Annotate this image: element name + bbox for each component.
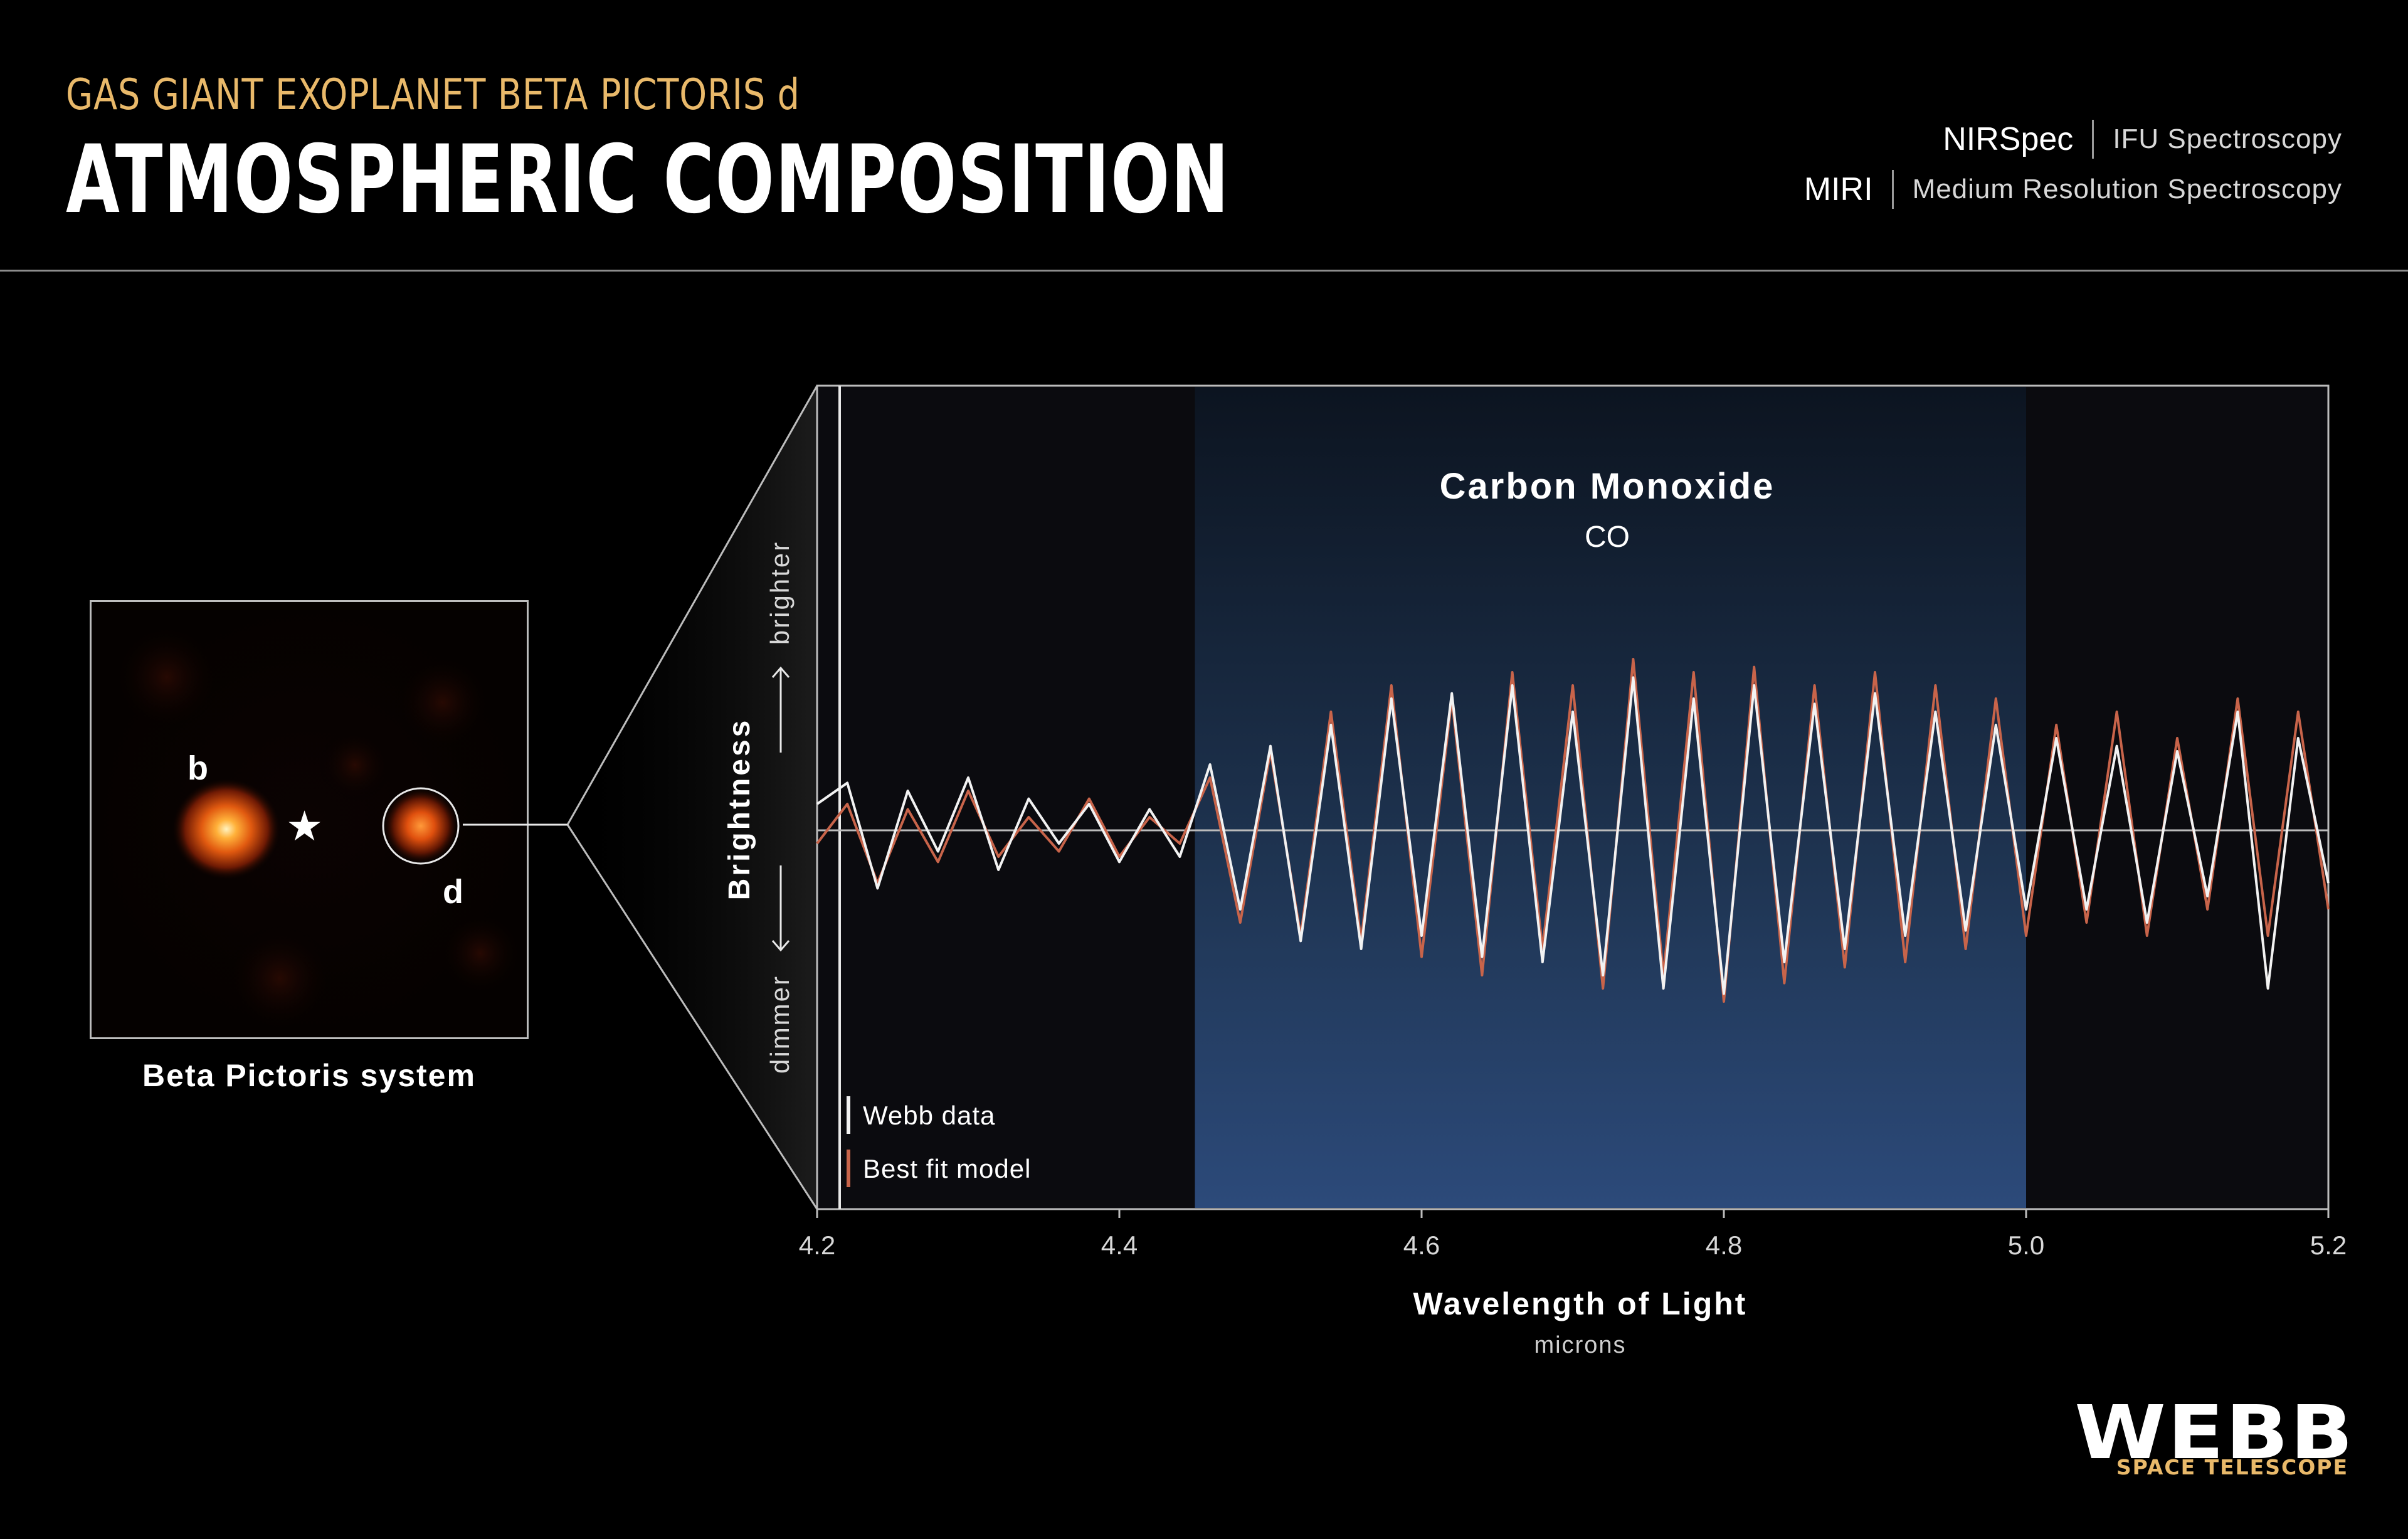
y-axis-label-group: Brightness [723, 718, 756, 901]
webb-logo: WEBB [2074, 1389, 2355, 1476]
instrument-name: NIRSpec [1943, 121, 2074, 157]
x-tick-label: 4.6 [1403, 1230, 1440, 1260]
legend-label-webb: Webb data [863, 1101, 995, 1130]
instrument-name: MIRI [1803, 171, 1873, 208]
x-axis-label: Wavelength of Light [1413, 1286, 1748, 1321]
zoom-cone [568, 386, 817, 1209]
instrument-mode: IFU Spectroscopy [2113, 124, 2342, 154]
planet-d-glow [382, 787, 460, 865]
y-low-label-group: dimmer [765, 975, 795, 1074]
band-subtitle: CO [1585, 521, 1630, 554]
series-group [816, 658, 2330, 1003]
y-high-label-group: brighter [765, 541, 795, 645]
planet-b-glow [171, 778, 282, 881]
instrument-mode: Medium Resolution Spectroscopy [1912, 174, 2342, 204]
star-icon: ★ [286, 803, 323, 849]
planet-d-label: d [443, 873, 463, 911]
x-tick-label: 5.0 [2008, 1230, 2044, 1260]
y-arrows [771, 666, 790, 952]
planet-b-label: b [187, 749, 208, 787]
instrument-row-miri: MIRI Medium Resolution Spectroscopy [1804, 167, 2342, 211]
zoom-line-bottom [566, 824, 818, 1210]
y-low-label: dimmer [765, 975, 795, 1074]
figure-title: ATMOSPHERIC COMPOSITION [66, 125, 1230, 235]
header-divider [0, 270, 2408, 272]
legend-swatch-model [847, 1150, 850, 1187]
planet-d-marker [382, 787, 460, 865]
legend-swatch-webb [847, 1096, 850, 1134]
arrow-up-head-icon [771, 666, 790, 678]
y-high-label: brighter [765, 541, 795, 645]
beta-pictoris-image: b ★ d [90, 600, 529, 1039]
webb-logo-subtitle: SPACE TELESCOPE [2116, 1455, 2348, 1479]
band-title: Carbon Monoxide [1440, 466, 1775, 507]
x-tick-group: 4.2 4.4 4.6 4.8 5.0 5.2 [799, 1209, 2347, 1260]
series-webb-data [816, 676, 2330, 995]
x-tick-label: 5.2 [2310, 1230, 2347, 1260]
arrow-down-head-icon [771, 940, 790, 952]
thumbnail-caption: Beta Pictoris system [142, 1058, 476, 1093]
zoom-line-top [566, 385, 818, 825]
instrument-row-nirspec: NIRSpec IFU Spectroscopy [1943, 117, 2342, 161]
instrument-divider [1891, 170, 1894, 209]
figure-subtitle: GAS GIANT EXOPLANET BETA PICTORIS d [66, 70, 800, 120]
y-axis-label: Brightness [723, 718, 756, 901]
system-image-svg: b ★ d [110, 621, 524, 1035]
x-tick-label: 4.2 [799, 1230, 835, 1260]
x-tick-label: 4.4 [1101, 1230, 1138, 1260]
instrument-divider [2092, 120, 2094, 159]
x-axis-unit: microns [1534, 1332, 1626, 1358]
legend-label-model: Best fit model [863, 1154, 1031, 1183]
x-tick-label: 4.8 [1706, 1230, 1742, 1260]
